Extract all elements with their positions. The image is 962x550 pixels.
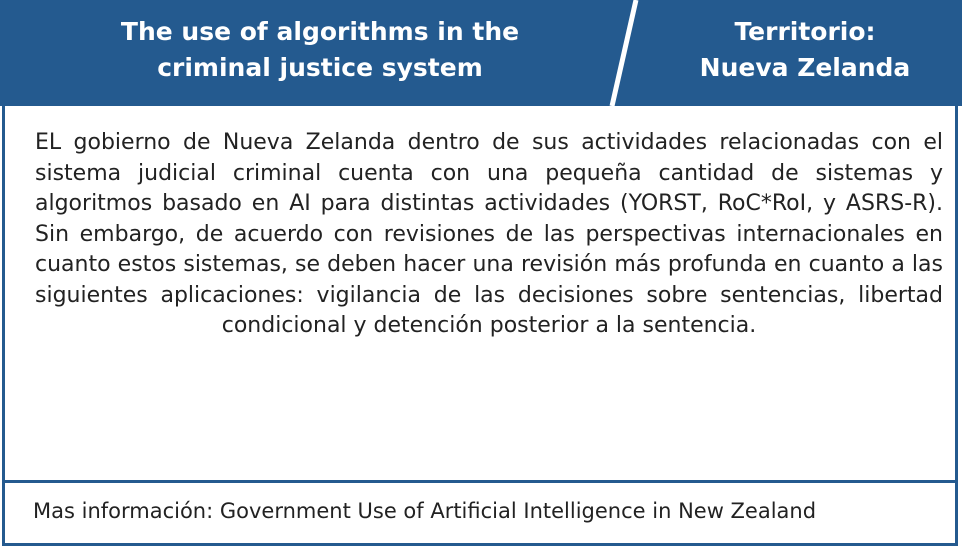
card-body: EL gobierno de Nueva Zelanda dentro de s… <box>2 106 958 480</box>
more-info-text: Mas información: Government Use of Artif… <box>33 499 817 523</box>
header-slash-divider <box>609 0 639 106</box>
card-footer: Mas información: Government Use of Artif… <box>2 480 958 546</box>
territory-label: Territorio: Nueva Zelanda <box>699 17 911 82</box>
card-title: The use of algorithms in the criminal ju… <box>120 17 520 82</box>
card-header: The use of algorithms in the criminal ju… <box>0 0 962 106</box>
body-paragraph: EL gobierno de Nueva Zelanda dentro de s… <box>35 130 943 338</box>
